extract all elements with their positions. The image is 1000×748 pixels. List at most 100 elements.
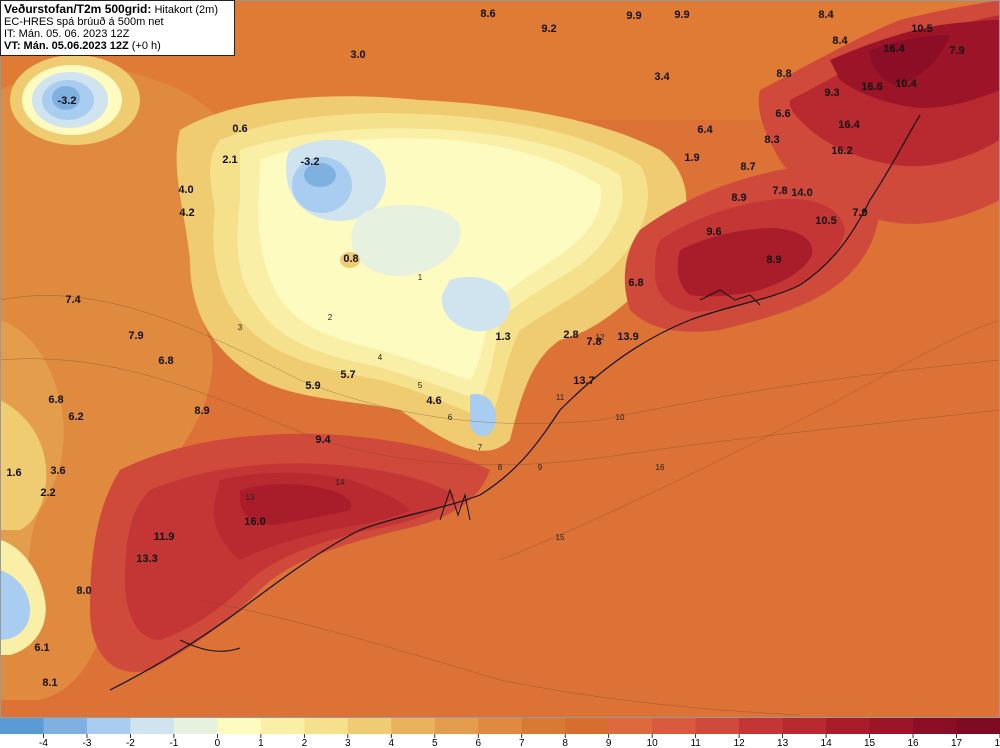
contour-label: 12 xyxy=(596,333,605,342)
station-value: 10.4 xyxy=(895,78,917,90)
station-value: 0.8 xyxy=(343,253,358,265)
station-value: 16.4 xyxy=(838,119,860,131)
station-value: -3.2 xyxy=(58,95,77,107)
temperature-map: -3.2 -3.2 0.8 0.6 2.1 3.0 4.0 4.2 7.4 7.9 6.8 6.8 6.… xyxy=(0,0,1000,718)
contour-label: 13 xyxy=(246,493,255,502)
legend-tick-label: 11 xyxy=(690,738,701,748)
legend-bin xyxy=(43,718,88,734)
init-time: IT: Mán. 05. 06. 2023 12Z xyxy=(4,28,130,40)
station-value: 8.7 xyxy=(740,161,755,173)
station-value: 8.8 xyxy=(776,68,791,80)
legend-tick-label: -4 xyxy=(39,738,48,748)
legend-tick-label: 12 xyxy=(734,738,746,748)
legend-bin xyxy=(260,718,305,734)
model-line: EC-HRES spá brúuð á 500m net xyxy=(4,16,164,28)
station-value: 7.8 xyxy=(586,336,601,348)
central-highland xyxy=(176,96,687,451)
contour-label: 9 xyxy=(538,463,543,472)
station-value: 7.9 xyxy=(128,330,143,342)
legend-bin xyxy=(739,718,784,734)
station-value: 8.6 xyxy=(480,8,495,20)
map-header: Veðurstofan/T2m 500grid: Hitakort (2m) E… xyxy=(0,0,235,56)
contour-label: 16 xyxy=(656,463,665,472)
legend-bin xyxy=(695,718,740,734)
legend-tick-label: 7 xyxy=(519,738,525,748)
legend-bin xyxy=(130,718,175,734)
legend-tick-label: -2 xyxy=(126,738,135,748)
legend-bin xyxy=(521,718,566,734)
legend-tick-label: 9 xyxy=(606,738,612,748)
legend-bars xyxy=(0,718,1000,734)
station-value: 6.4 xyxy=(697,124,713,136)
legend-ticks: -4-3-2-10123456789101112131415161718 xyxy=(39,734,1000,748)
station-value: 6.8 xyxy=(158,355,173,367)
legend-bin xyxy=(826,718,871,734)
station-value: 1.9 xyxy=(684,152,699,164)
land-west xyxy=(0,67,235,701)
station-value: 9.4 xyxy=(315,434,331,446)
station-value: 14.0 xyxy=(791,187,812,199)
legend-tick-label: 4 xyxy=(389,738,395,748)
station-value: 8.0 xyxy=(76,585,91,597)
value-labels: -3.2 -3.2 0.8 0.6 2.1 3.0 4.0 4.2 7.4 7.9 6.8 6.8 6.… xyxy=(6,8,964,689)
station-value: 3.0 xyxy=(350,49,365,61)
contour-label: 3 xyxy=(238,323,243,332)
station-value: 9.9 xyxy=(674,9,689,21)
legend-tick-label: 8 xyxy=(562,738,568,748)
station-value: 9.6 xyxy=(706,226,721,238)
station-value: -3.2 xyxy=(301,156,320,168)
contour-lines xyxy=(0,295,1000,716)
station-value: 11.9 xyxy=(154,531,175,543)
station-value: 8.4 xyxy=(832,35,848,47)
station-value: 7.4 xyxy=(65,294,81,306)
legend-tick-label: -3 xyxy=(83,738,92,748)
station-value: 8.3 xyxy=(764,134,779,146)
station-value: 3.4 xyxy=(654,71,670,83)
contour-label: 15 xyxy=(556,533,565,542)
station-value: 6.8 xyxy=(48,394,63,406)
station-value: 5.9 xyxy=(305,380,320,392)
station-value: 8.1 xyxy=(42,677,57,689)
valid-suffix: (+0 h) xyxy=(131,40,161,52)
legend-tick-label: 15 xyxy=(864,738,876,748)
legend-bin xyxy=(217,718,262,734)
valid-time: VT: Mán. 05.06.2023 12Z xyxy=(4,40,129,52)
station-value: 2.8 xyxy=(563,329,578,341)
contour-label: 10 xyxy=(616,413,625,422)
legend-bin xyxy=(391,718,436,734)
legend-bin xyxy=(782,718,827,734)
station-value: 16.4 xyxy=(883,43,905,55)
station-value: 6.8 xyxy=(628,277,643,289)
contour-label: 2 xyxy=(328,313,333,322)
legend-bin xyxy=(913,718,958,734)
legend-bin xyxy=(956,718,1000,734)
contour-label: 7 xyxy=(478,443,483,452)
legend-tick-label: 5 xyxy=(432,738,438,748)
east-region xyxy=(624,0,1000,332)
station-value: 10.5 xyxy=(911,23,932,35)
station-value: 4.6 xyxy=(426,395,441,407)
legend-tick-label: 1 xyxy=(258,738,264,748)
color-legend: -4-3-2-10123456789101112131415161718 xyxy=(0,718,1000,748)
legend-tick-label: 13 xyxy=(777,738,789,748)
legend-tick-label: 6 xyxy=(475,738,481,748)
legend-tick-label: 3 xyxy=(345,738,351,748)
contour-label: 14 xyxy=(336,478,345,487)
south-lowland xyxy=(90,433,490,672)
legend-bin xyxy=(565,718,610,734)
station-value: 13.3 xyxy=(136,553,157,565)
station-value: 13.9 xyxy=(617,331,638,343)
contour-label: 11 xyxy=(556,393,565,402)
legend-tick-label: 16 xyxy=(907,738,919,748)
legend-bin xyxy=(0,718,44,734)
station-value: 9.3 xyxy=(824,87,839,99)
legend-tick-label: 2 xyxy=(302,738,308,748)
legend-bin xyxy=(652,718,697,734)
legend-tick-label: 0 xyxy=(215,738,221,748)
station-value: 3.6 xyxy=(50,465,65,477)
legend-bin xyxy=(86,718,131,734)
legend-bin xyxy=(869,718,914,734)
station-value: 2.2 xyxy=(40,487,55,499)
station-value: 2.1 xyxy=(222,154,237,166)
station-value: 1.3 xyxy=(495,331,510,343)
